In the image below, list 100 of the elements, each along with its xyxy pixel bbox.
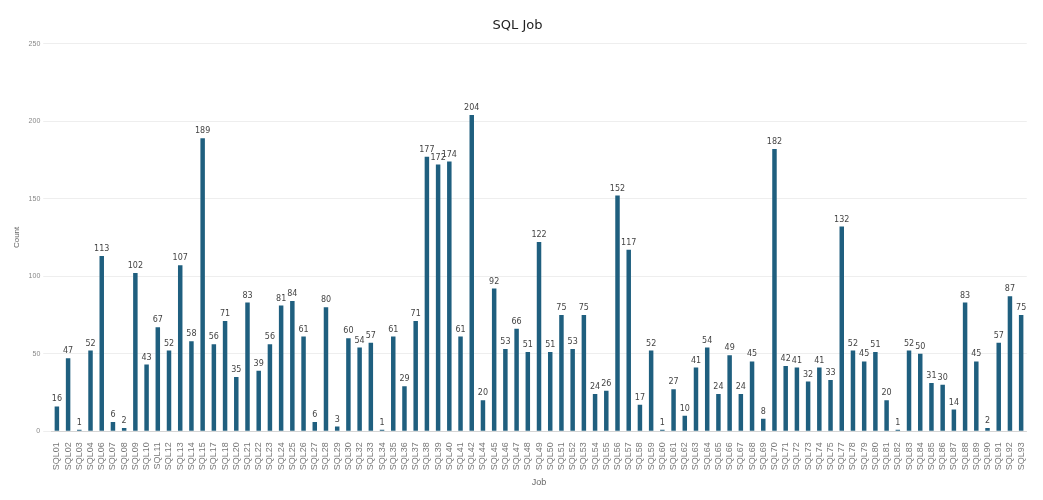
x-tick-label: SQL21 [241,442,252,471]
data-label: 75 [1016,302,1027,312]
data-label: 6 [312,409,318,419]
bar [413,321,418,431]
x-tick-label: SQL01 [51,442,62,471]
x-tick-label: SQL24 [275,442,286,471]
x-tick-label: SQL10 [141,442,152,471]
x-tick-label: SQL90 [982,442,992,471]
x-tick-label: SQL41 [455,442,466,471]
x-tick-label: SQL93 [1015,442,1026,471]
x-tick-label: SQL14 [185,442,196,471]
x-axis-title: Job [531,477,547,488]
bar [88,350,93,431]
bar [211,344,217,431]
data-label: 45 [859,349,870,359]
x-tick-label: SQL06 [96,442,107,471]
bar [951,409,957,431]
x-tick-label: SQL81 [881,442,892,471]
bar [637,404,643,431]
data-label: 66 [511,316,522,326]
x-tick-label: SQL58 [634,442,645,471]
data-label: 204 [464,102,480,112]
x-tick-label: SQL82 [892,442,903,471]
x-tick-label: SQL13 [174,442,185,471]
bar [749,361,755,431]
data-label: 61 [455,324,466,334]
data-label: 51 [870,340,881,350]
data-label: 58 [186,329,197,339]
x-tick-label: SQL33 [365,442,376,471]
bar [447,161,452,431]
data-label: 61 [298,324,309,334]
data-label: 41 [814,355,825,365]
x-tick-label: SQL66 [724,442,735,471]
bar [323,307,329,431]
x-tick-label: SQL60 [656,442,667,471]
data-label: 52 [85,338,96,348]
data-label: 53 [567,337,578,347]
x-tick-label: SQL47 [511,442,522,471]
x-tick-label: SQL03 [73,442,84,471]
bar [234,376,239,431]
x-tick-label: SQL92 [1004,442,1015,471]
data-label: 52 [903,338,915,348]
bar [1007,296,1013,431]
bar [626,249,631,431]
bar [940,384,945,431]
x-tick-label: SQL83 [903,442,914,471]
data-label: 113 [94,244,110,254]
data-label: 60 [343,326,354,336]
data-label: 16 [51,394,62,404]
y-axis-title: Count [12,225,21,249]
x-tick-label: SQL04 [85,442,96,471]
data-label: 83 [242,290,253,300]
x-tick-label: SQL29 [331,442,342,471]
data-label: 122 [531,230,547,240]
data-label: 43 [141,352,152,362]
x-tick-label: SQL37 [410,442,421,471]
x-tick-label: SQL08 [118,442,129,471]
data-label: 61 [388,324,399,334]
data-label: 27 [668,377,679,387]
data-label: 10 [679,403,690,413]
data-label: 152 [609,183,626,193]
data-label: 75 [556,302,567,312]
x-tick-label: SQL39 [432,442,443,471]
data-label: 182 [766,137,783,147]
x-tick-label: SQL73 [802,442,813,471]
bar [682,415,688,431]
x-tick-label: SQL78 [847,442,858,471]
data-label: 56 [208,332,219,342]
x-tick-label: SQL91 [993,442,1004,471]
bar [716,393,721,431]
data-label: 26 [601,378,612,388]
bar [514,328,519,431]
data-label: 30 [937,372,948,382]
x-tick-label: SQL70 [768,442,779,471]
data-label: 45 [971,349,982,359]
data-label: 35 [231,365,242,374]
bar [245,302,250,431]
data-label: 52 [847,338,859,348]
data-label: 56 [264,332,276,342]
bar [671,389,676,431]
x-tick-label: SQL45 [488,442,499,471]
bar [559,314,564,431]
data-label: 2 [121,416,127,426]
x-tick-label: SQL61 [668,442,679,471]
bar [884,400,889,431]
bar [873,352,878,431]
x-tick-label: SQL55 [600,442,611,471]
x-tick-label: SQL89 [970,442,981,471]
x-tick-label: SQL46 [499,442,510,471]
data-label: 52 [646,338,657,348]
bar [65,358,71,431]
data-label: 132 [834,214,850,224]
bar [357,347,362,431]
data-label: 2 [984,416,991,426]
data-label: 71 [410,309,421,319]
data-label: 41 [791,355,802,365]
bar [828,380,833,431]
bar [391,336,396,431]
x-tick-label: SQL68 [746,442,757,471]
x-tick-label: SQL71 [780,442,791,471]
